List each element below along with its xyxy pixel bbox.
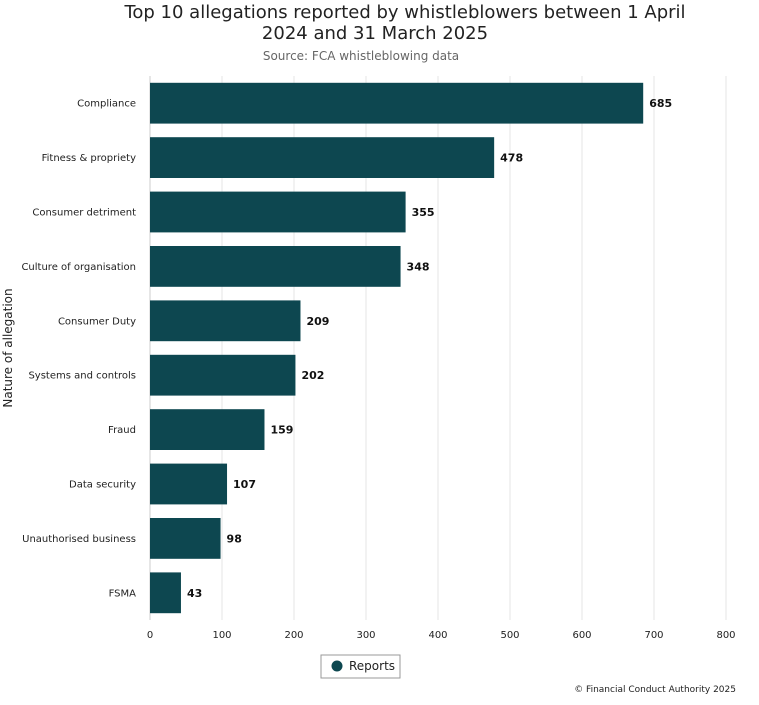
data-label-5: 202 <box>301 369 324 382</box>
bar-3[interactable] <box>150 246 401 287</box>
legend-marker <box>331 660 343 672</box>
x-tick-labels: 0 100 200 300 400 500 600 700 800 <box>147 630 736 641</box>
category-label-1: Fitness & propriety <box>42 153 136 164</box>
data-label-6: 159 <box>270 424 293 437</box>
data-label-0: 685 <box>649 97 672 110</box>
x-tick-label: 700 <box>644 630 663 641</box>
chart-subtitle: Source: FCA whistleblowing data <box>263 49 459 63</box>
data-label-3: 348 <box>407 260 430 273</box>
bar-5[interactable] <box>150 354 296 396</box>
data-label-1: 478 <box>500 152 523 165</box>
category-label-5: Systems and controls <box>28 371 136 382</box>
bar-6[interactable] <box>150 409 265 450</box>
x-tick-label: 200 <box>284 630 303 641</box>
legend[interactable]: Reports <box>320 654 401 679</box>
category-label-7: Data security <box>69 480 136 491</box>
x-tick-label: 800 <box>716 630 735 641</box>
credit-text: © Financial Conduct Authority 2025 <box>574 685 736 695</box>
y-axis-label: Nature of allegation <box>1 288 15 407</box>
category-label-4: Consumer Duty <box>58 316 136 327</box>
category-label-0: Compliance <box>77 99 136 110</box>
x-tick-label: 300 <box>356 630 375 641</box>
legend-box <box>320 654 401 679</box>
bar-8[interactable] <box>150 518 221 559</box>
bar-9[interactable] <box>150 572 181 614</box>
chart-title-line-1: Top 10 allegations reported by whistlebl… <box>123 2 685 23</box>
category-label-8: Unauthorised business <box>22 534 136 545</box>
category-label-3: Culture of organisation <box>21 262 136 273</box>
x-tick-label: 600 <box>572 630 591 641</box>
data-label-4: 209 <box>306 315 329 328</box>
bars-group: 685 478 355 348 209 202 159 107 98 43 <box>150 82 672 614</box>
data-label-9: 43 <box>187 587 202 600</box>
category-label-2: Consumer detriment <box>32 208 136 219</box>
x-tick-label: 400 <box>428 630 447 641</box>
x-tick-label: 500 <box>500 630 519 641</box>
chart-title-line-2: 2024 and 31 March 2025 <box>262 23 488 44</box>
x-tick-label: 0 <box>147 630 153 641</box>
data-label-2: 355 <box>412 206 435 219</box>
category-labels: Compliance Fitness & propriety Consumer de… <box>21 99 136 600</box>
category-label-9: FSMA <box>109 588 137 599</box>
data-label-7: 107 <box>233 478 256 491</box>
bar-7[interactable] <box>150 463 228 505</box>
bar-2[interactable] <box>150 191 406 233</box>
bar-4[interactable] <box>150 300 301 342</box>
x-tick-label: 100 <box>212 630 231 641</box>
bar-0[interactable] <box>150 82 644 124</box>
data-label-8: 98 <box>227 532 242 545</box>
category-label-6: Fraud <box>108 425 136 436</box>
bar-1[interactable] <box>150 137 495 178</box>
legend-label[interactable]: Reports <box>349 659 395 673</box>
